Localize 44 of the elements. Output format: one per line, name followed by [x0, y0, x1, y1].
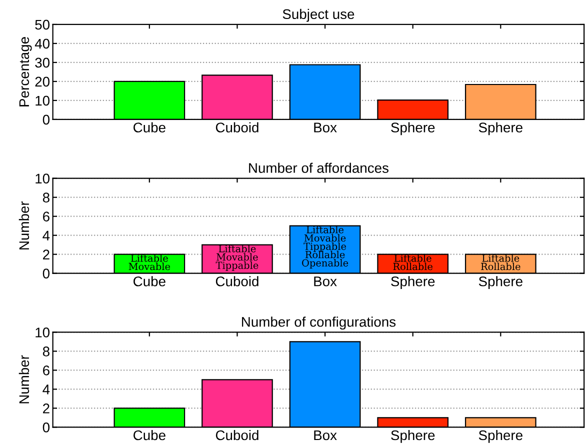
x-tick-label: Cuboid: [216, 122, 258, 132]
y-tick-label: 6: [43, 212, 50, 222]
x-tick-label: Cuboid: [216, 430, 258, 440]
y-tick-label: 0: [42, 268, 50, 278]
x-tick-label: Sphere: [391, 122, 435, 136]
x-tick-label: Cube: [134, 122, 166, 132]
y-tick-label: 8: [42, 192, 50, 203]
y-tick-label: 4: [42, 230, 50, 240]
y-tick-label: 0: [42, 422, 50, 432]
y-tick-label: 4: [42, 384, 50, 394]
chart-title: Number of affordances: [249, 162, 388, 173]
data-label: Liftable Rollable: [393, 254, 432, 270]
y-axis-title: Number: [18, 355, 30, 404]
y-tick-label: 50: [35, 20, 50, 30]
y-axis-title: Number: [18, 201, 30, 250]
data-label: Liftable Movable Tippable: [216, 244, 258, 271]
x-tick-label: Sphere: [391, 430, 435, 443]
x-tick-label: Box: [314, 122, 337, 132]
y-tick-label: 2: [43, 250, 50, 260]
x-tick-label: Box: [314, 430, 337, 440]
chart-title: Number of configurations: [242, 316, 396, 330]
data-label: Liftable Rollable: [481, 254, 520, 270]
y-tick-label: 10: [36, 96, 50, 106]
x-tick-label: Sphere: [478, 122, 522, 136]
x-tick-label: Sphere: [391, 276, 435, 290]
y-axis-title: Percentage: [19, 37, 32, 106]
x-tick-label: Box: [314, 276, 337, 286]
x-tick-label: Sphere: [478, 276, 522, 290]
y-tick-label: 30: [35, 58, 50, 68]
y-tick-label: 10: [36, 328, 50, 338]
x-tick-label: Cube: [134, 276, 166, 286]
y-tick-label: 20: [35, 76, 50, 87]
y-tick-label: 10: [36, 174, 50, 184]
y-tick-label: 2: [43, 404, 50, 414]
y-tick-label: 6: [43, 366, 50, 376]
data-label: Liftable Movable: [128, 254, 170, 270]
y-tick-label: 0: [42, 114, 50, 125]
x-tick-label: Cube: [134, 430, 166, 440]
chart-title: Subject use: [282, 8, 354, 22]
y-tick-label: 40: [34, 38, 50, 49]
data-label: Liftable Movable Tippable Rollable Openable: [302, 226, 348, 268]
x-tick-label: Sphere: [478, 430, 522, 443]
y-tick-label: 8: [42, 346, 50, 356]
x-tick-label: Cuboid: [216, 276, 258, 286]
